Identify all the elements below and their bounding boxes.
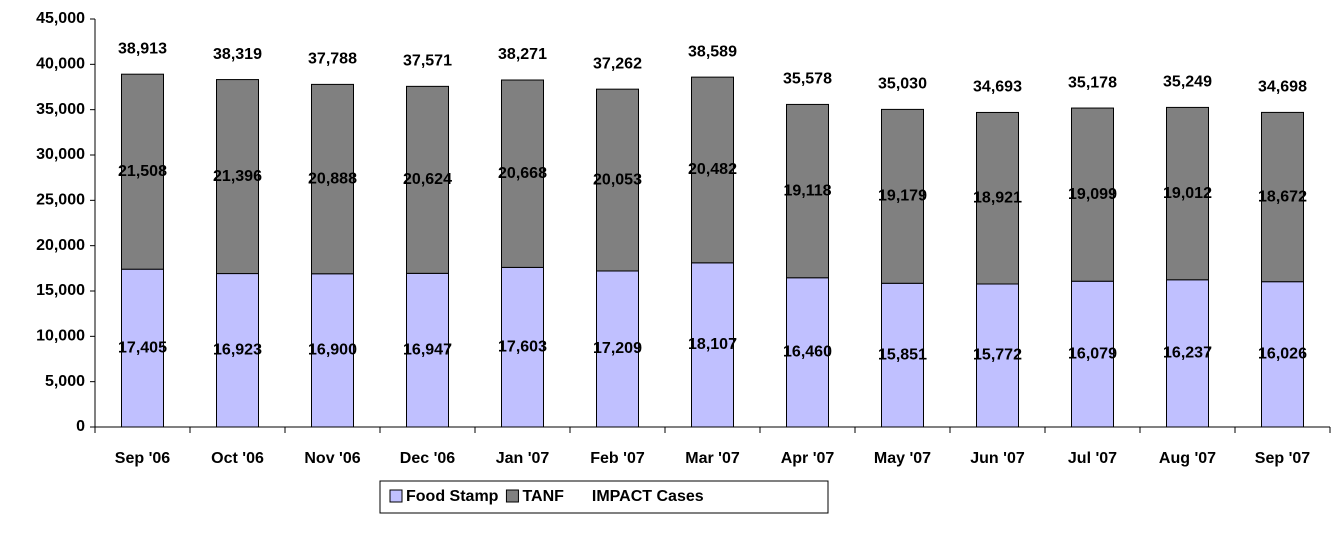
data-label: 16,460 xyxy=(783,344,832,361)
y-tick-label: 20,000 xyxy=(36,237,85,254)
y-tick-label: 45,000 xyxy=(36,10,85,27)
data-label: 19,179 xyxy=(878,188,927,205)
data-label: 16,923 xyxy=(213,342,262,359)
bar-segment xyxy=(216,79,259,275)
x-tick-label: Jan '07 xyxy=(496,450,550,467)
data-label: 35,578 xyxy=(783,71,832,88)
data-label: 16,947 xyxy=(403,341,452,358)
y-tick-label: 30,000 xyxy=(36,146,85,163)
bar-segment xyxy=(1071,280,1114,428)
bar-segment xyxy=(501,266,544,428)
data-label: 17,405 xyxy=(118,339,167,356)
data-label: 19,012 xyxy=(1163,185,1212,202)
data-label: 35,249 xyxy=(1163,74,1212,91)
bar-segment xyxy=(311,273,354,428)
y-tick-label: 10,000 xyxy=(36,328,85,345)
data-label: 15,851 xyxy=(878,346,927,363)
data-label: 37,571 xyxy=(403,53,452,70)
legend-label: Food Stamp xyxy=(406,488,499,505)
data-label: 37,262 xyxy=(593,55,642,72)
bar-segment xyxy=(881,282,924,428)
x-tick-label: Aug '07 xyxy=(1159,450,1216,467)
data-label: 20,624 xyxy=(403,171,452,188)
bar-segment xyxy=(311,83,354,275)
legend-label: TANF xyxy=(522,488,564,505)
x-tick-label: Mar '07 xyxy=(685,450,740,467)
data-label: 35,030 xyxy=(878,76,927,93)
data-label: 34,693 xyxy=(973,79,1022,96)
data-label: 34,698 xyxy=(1258,79,1307,96)
y-tick-label: 15,000 xyxy=(36,282,85,299)
data-label: 20,668 xyxy=(498,165,547,182)
x-tick-label: Feb '07 xyxy=(590,450,645,467)
bar-segment xyxy=(691,76,734,264)
bar-segment xyxy=(691,262,734,428)
x-tick-label: Jun '07 xyxy=(970,450,1025,467)
data-label: 19,099 xyxy=(1068,186,1117,203)
data-label: 21,396 xyxy=(213,168,262,185)
data-label: 38,589 xyxy=(688,43,737,60)
y-tick-label: 40,000 xyxy=(36,56,85,73)
data-label: 16,079 xyxy=(1068,345,1117,362)
data-label: 16,900 xyxy=(308,342,357,359)
x-tick-label: Sep '06 xyxy=(115,450,170,467)
x-tick-label: Dec '06 xyxy=(400,450,456,467)
bar-segment xyxy=(786,277,829,428)
legend-label: IMPACT Cases xyxy=(592,488,704,505)
bar-segment xyxy=(786,103,829,279)
bar-segment xyxy=(501,79,544,268)
data-label: 38,271 xyxy=(498,46,547,63)
y-tick-label: 25,000 xyxy=(36,192,85,209)
y-tick-label: 0 xyxy=(76,418,85,435)
bar-segment xyxy=(881,108,924,284)
bar-segment xyxy=(976,111,1019,285)
data-label: 18,921 xyxy=(973,189,1022,206)
x-tick-label: Oct '06 xyxy=(211,450,264,467)
data-label: 16,026 xyxy=(1258,346,1307,363)
data-label: 38,913 xyxy=(118,40,167,57)
bar-segment xyxy=(1261,281,1304,428)
bar-segment xyxy=(1166,106,1209,281)
data-label: 19,118 xyxy=(783,182,831,199)
y-tick-label: 5,000 xyxy=(45,373,85,390)
data-label: 35,178 xyxy=(1068,74,1117,91)
data-label: 20,053 xyxy=(593,171,642,188)
x-tick-label: Jul '07 xyxy=(1068,450,1117,467)
x-tick-label: Sep '07 xyxy=(1255,450,1310,467)
data-label: 20,482 xyxy=(688,161,737,178)
data-label: 16,237 xyxy=(1163,345,1212,362)
bar-segment xyxy=(121,73,164,270)
bar-segment xyxy=(406,272,449,428)
data-label: 17,209 xyxy=(593,340,642,357)
data-label: 18,672 xyxy=(1258,188,1307,205)
x-tick-label: Apr '07 xyxy=(781,450,835,467)
bar-segment xyxy=(596,88,639,272)
x-tick-label: May '07 xyxy=(874,450,931,467)
data-label: 37,788 xyxy=(308,51,357,68)
x-tick-label: Nov '06 xyxy=(304,450,360,467)
bar-segment xyxy=(976,283,1019,428)
bar-segment xyxy=(406,85,449,274)
legend-swatch xyxy=(505,489,519,503)
data-label: 21,508 xyxy=(118,163,167,180)
bar-segment xyxy=(121,268,164,428)
legend-box xyxy=(379,480,829,514)
bar-segment xyxy=(1261,111,1304,283)
data-label: 38,319 xyxy=(213,46,262,63)
y-tick-label: 35,000 xyxy=(36,101,85,118)
data-label: 15,772 xyxy=(973,347,1022,364)
data-label: 20,888 xyxy=(308,170,357,187)
legend-swatch xyxy=(389,489,403,503)
bar-segment xyxy=(1071,107,1114,282)
data-label: 18,107 xyxy=(688,336,737,353)
data-label: 17,603 xyxy=(498,338,547,355)
